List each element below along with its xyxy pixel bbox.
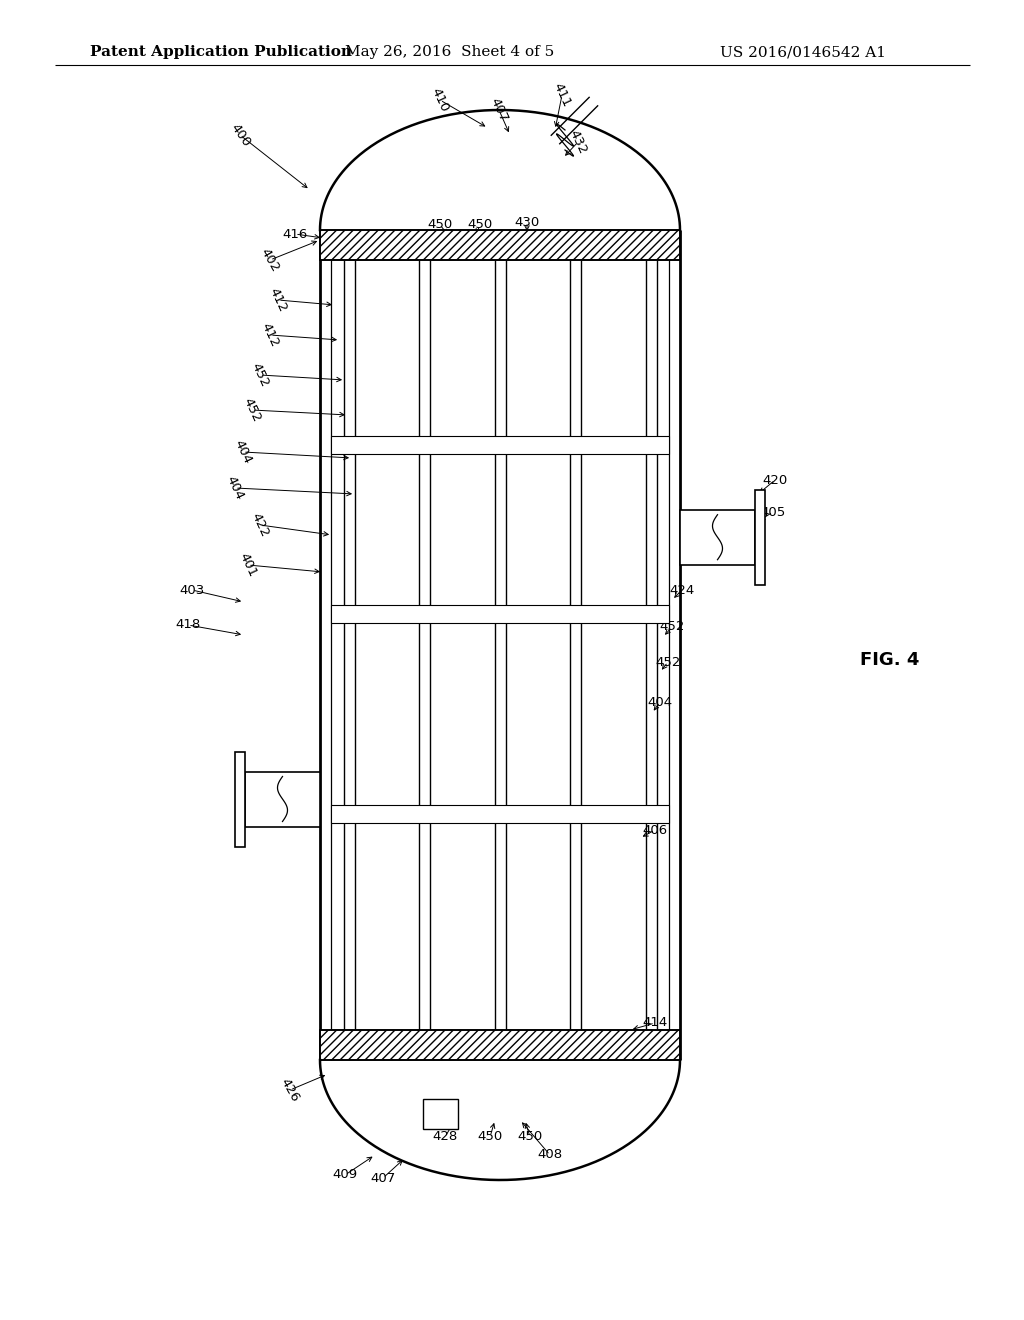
Text: 450: 450 <box>467 219 493 231</box>
Text: 401: 401 <box>237 550 259 579</box>
Text: FIG. 4: FIG. 4 <box>860 651 920 669</box>
Text: 409: 409 <box>333 1168 357 1181</box>
Bar <box>755 490 765 585</box>
Text: 404: 404 <box>231 438 254 466</box>
Bar <box>245 771 319 826</box>
Text: 411: 411 <box>551 81 573 110</box>
Bar <box>680 510 755 565</box>
Text: 430: 430 <box>514 215 540 228</box>
Text: 412: 412 <box>266 285 289 314</box>
Text: 418: 418 <box>175 619 201 631</box>
Text: 452: 452 <box>241 396 263 424</box>
Bar <box>331 260 343 1030</box>
Bar <box>319 230 680 260</box>
Text: Patent Application Publication: Patent Application Publication <box>90 45 352 59</box>
Text: 416: 416 <box>283 227 307 240</box>
Text: 402: 402 <box>258 246 282 275</box>
Text: 412: 412 <box>259 321 282 350</box>
Text: 401: 401 <box>692 539 718 552</box>
Text: 450: 450 <box>517 1130 543 1143</box>
Text: 406: 406 <box>642 824 668 837</box>
Text: US 2016/0146542 A1: US 2016/0146542 A1 <box>720 45 886 59</box>
Text: 400: 400 <box>227 121 253 149</box>
Bar <box>430 260 495 1030</box>
Bar <box>331 605 669 623</box>
Text: 404: 404 <box>647 696 673 709</box>
Text: 424: 424 <box>670 583 694 597</box>
Bar <box>423 1100 458 1129</box>
Text: 452: 452 <box>249 360 271 389</box>
Bar <box>319 230 680 260</box>
Text: 422: 422 <box>249 511 271 540</box>
Text: 407: 407 <box>487 96 510 124</box>
Text: 405: 405 <box>761 506 785 519</box>
Text: 426: 426 <box>279 1076 302 1105</box>
Bar <box>656 260 669 1030</box>
Text: 420: 420 <box>763 474 787 487</box>
Bar <box>331 805 669 824</box>
Bar <box>234 751 245 846</box>
Bar <box>319 1030 680 1060</box>
Text: 452: 452 <box>655 656 681 668</box>
Text: 450: 450 <box>477 1130 503 1143</box>
Text: 410: 410 <box>429 86 452 115</box>
Text: 408: 408 <box>538 1148 562 1162</box>
Text: 414: 414 <box>642 1016 668 1030</box>
Bar <box>581 260 645 1030</box>
Text: 428: 428 <box>432 1130 458 1143</box>
Text: 452: 452 <box>659 620 685 634</box>
Bar <box>319 1030 680 1060</box>
Bar <box>506 260 570 1030</box>
Text: 450: 450 <box>427 219 453 231</box>
Bar <box>354 260 419 1030</box>
Text: 407: 407 <box>371 1172 395 1184</box>
Text: May 26, 2016  Sheet 4 of 5: May 26, 2016 Sheet 4 of 5 <box>345 45 555 59</box>
Text: 432: 432 <box>566 128 589 156</box>
Bar <box>331 436 669 454</box>
Text: 404: 404 <box>224 474 246 502</box>
Text: 403: 403 <box>179 583 205 597</box>
